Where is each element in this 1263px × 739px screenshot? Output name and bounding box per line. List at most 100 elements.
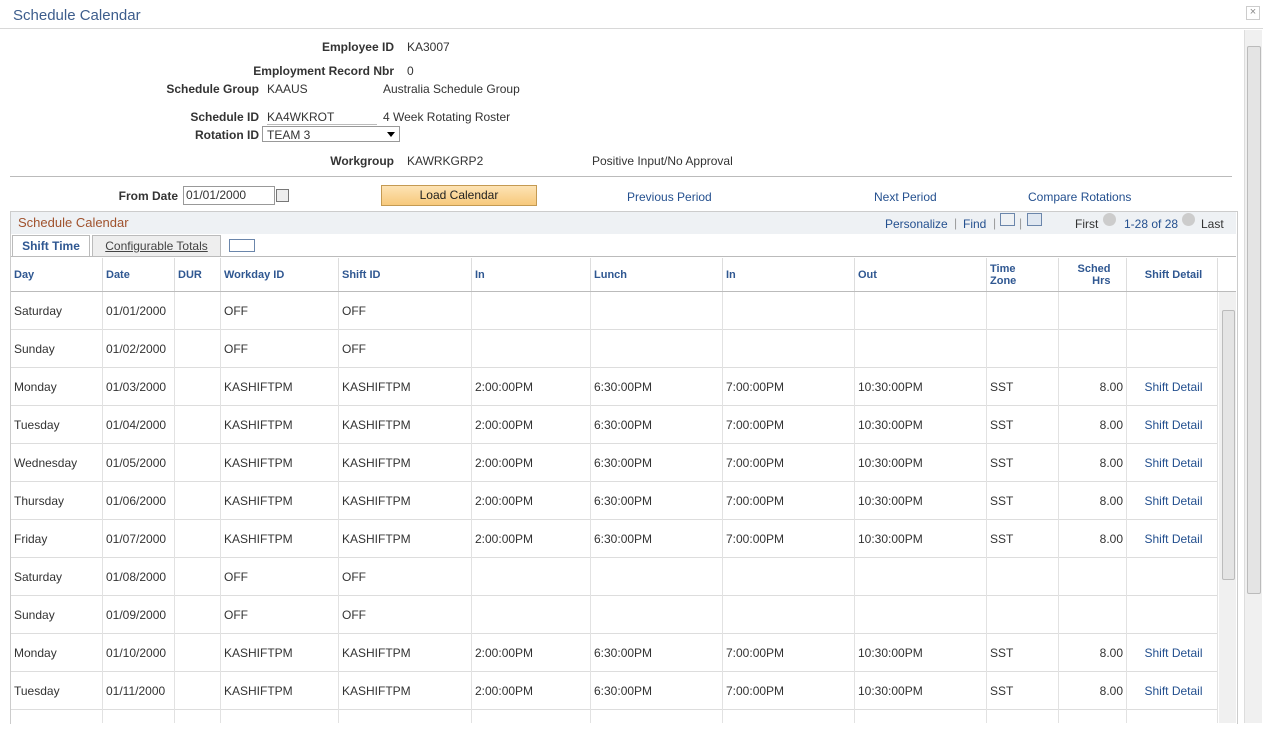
personalize-link[interactable]: Personalize bbox=[885, 217, 948, 231]
cell bbox=[591, 558, 723, 596]
cell-text: KASHIFTPM bbox=[342, 380, 411, 394]
cell bbox=[1059, 330, 1127, 368]
cell bbox=[1127, 596, 1218, 634]
shift-detail-link[interactable]: Shift Detail bbox=[1144, 684, 1203, 698]
find-link[interactable]: Find bbox=[963, 217, 987, 231]
field-value: KAAUS bbox=[267, 82, 308, 96]
cell bbox=[175, 558, 221, 596]
field-label: Employee ID bbox=[321, 40, 394, 54]
cell-text: 01/05/2000 bbox=[106, 456, 167, 470]
cell: 8.00 bbox=[1059, 634, 1127, 672]
cell: 01/02/2000 bbox=[103, 330, 175, 368]
cell: 8.00 bbox=[1059, 672, 1127, 710]
prev-button[interactable] bbox=[1103, 213, 1116, 226]
cell-text: 6:30:00PM bbox=[594, 646, 653, 660]
cell bbox=[591, 596, 723, 634]
cell: KASHIFTPM bbox=[221, 634, 339, 672]
row-divider bbox=[11, 329, 1218, 330]
cell bbox=[855, 596, 987, 634]
column-header: Shift Detail bbox=[1127, 258, 1218, 291]
cell: KASHIFTPM bbox=[221, 444, 339, 482]
grid bbox=[10, 211, 1238, 724]
calendar-icon[interactable] bbox=[276, 189, 289, 202]
row-divider bbox=[11, 557, 1218, 558]
shift-detail-link[interactable]: Shift Detail bbox=[1144, 380, 1203, 394]
view-all-icon[interactable] bbox=[1000, 213, 1015, 226]
grid-body: Saturday 01/01/2000 OFF OFF Sunday 01/02/2000… bbox=[11, 292, 1218, 723]
row-divider bbox=[11, 443, 1218, 444]
cell: 2:00:00PM bbox=[472, 634, 591, 672]
cell-text: KASHIFTPM bbox=[224, 456, 293, 470]
cell-text: 10:30:00PM bbox=[858, 532, 923, 546]
cell-text: 10:30:00PM bbox=[858, 684, 923, 698]
cell: Shift Detail bbox=[1127, 482, 1218, 520]
cell: 8.00 bbox=[1059, 444, 1127, 482]
cell-text: 01/09/2000 bbox=[106, 608, 167, 622]
cell-text: OFF bbox=[342, 304, 366, 318]
cell: Shift Detail bbox=[1127, 710, 1218, 723]
cell-text: KASHIFTPM bbox=[224, 532, 293, 546]
cell bbox=[472, 558, 591, 596]
cell: OFF bbox=[339, 596, 472, 634]
shift-detail-link[interactable]: Shift Detail bbox=[1144, 494, 1203, 508]
link[interactable]: Compare Rotations bbox=[1028, 190, 1132, 204]
cell: 01/12/2000 bbox=[103, 710, 175, 723]
cell bbox=[591, 330, 723, 368]
cell-text: Friday bbox=[14, 532, 48, 546]
cell: 10:30:00PM bbox=[855, 482, 987, 520]
cell-text: SST bbox=[990, 722, 1013, 723]
cell: 01/06/2000 bbox=[103, 482, 175, 520]
cell bbox=[175, 672, 221, 710]
cell: Sunday bbox=[11, 596, 103, 634]
row-divider bbox=[11, 671, 1218, 672]
cell-text: 8.00 bbox=[1099, 418, 1123, 432]
cell-text: 2:00:00PM bbox=[475, 494, 534, 508]
cell-text: 01/10/2000 bbox=[106, 646, 167, 660]
cell-text: KASHIFTPM bbox=[224, 646, 293, 660]
cell-text: KASHIFTPM bbox=[342, 684, 411, 698]
cell bbox=[175, 482, 221, 520]
cell-text: 01/12/2000 bbox=[106, 722, 166, 723]
tab-active[interactable]: Shift Time bbox=[12, 235, 90, 257]
cell: 01/04/2000 bbox=[103, 406, 175, 444]
show-all-columns-icon[interactable] bbox=[229, 239, 255, 252]
cell bbox=[855, 558, 987, 596]
shift-detail-link[interactable]: Shift Detail bbox=[1144, 722, 1202, 723]
cell: 10:30:00PM bbox=[855, 444, 987, 482]
select-value: TEAM 3 bbox=[267, 128, 311, 142]
shift-detail-link[interactable]: Shift Detail bbox=[1144, 418, 1203, 432]
grid-scrollbar[interactable] bbox=[1219, 292, 1236, 723]
field-label: From Date bbox=[118, 189, 178, 203]
cell-text: KASHIFTPM bbox=[224, 684, 293, 698]
cell bbox=[175, 520, 221, 558]
column-header-text: Out bbox=[858, 268, 877, 281]
cell-text: SST bbox=[990, 684, 1014, 698]
field-label: Schedule ID bbox=[190, 110, 259, 124]
close-button[interactable]: × bbox=[1246, 6, 1260, 20]
cell-text: 8.00 bbox=[1099, 532, 1123, 546]
last-label: Last bbox=[1201, 217, 1224, 231]
cell: 7:00:00PM bbox=[723, 406, 855, 444]
tab[interactable]: Configurable Totals bbox=[92, 235, 221, 257]
shift-detail-link[interactable]: Shift Detail bbox=[1144, 646, 1203, 660]
cell bbox=[987, 292, 1059, 330]
rotation-select[interactable]: TEAM 3 bbox=[262, 126, 400, 142]
column-header: Date bbox=[103, 258, 175, 291]
cell-text: OFF bbox=[342, 570, 366, 584]
shift-detail-link[interactable]: Shift Detail bbox=[1144, 456, 1203, 470]
download-icon[interactable] bbox=[1027, 213, 1042, 226]
page-scrollbar[interactable] bbox=[1244, 30, 1262, 723]
cell: Saturday bbox=[11, 558, 103, 596]
load-button[interactable]: Load Calendar bbox=[381, 185, 537, 206]
next-button[interactable] bbox=[1182, 213, 1195, 226]
cell: 7:00:00PM bbox=[723, 368, 855, 406]
link[interactable]: Previous Period bbox=[627, 190, 712, 204]
date-input[interactable]: 01/01/2000 bbox=[183, 186, 275, 205]
cell: 10:30:00PM bbox=[855, 368, 987, 406]
cell: 2:00:00PM bbox=[472, 672, 591, 710]
column-header: DUR bbox=[175, 258, 221, 291]
row-divider bbox=[11, 595, 1218, 596]
shift-detail-link[interactable]: Shift Detail bbox=[1144, 532, 1203, 546]
cell: 6:30:00PM bbox=[591, 672, 723, 710]
link[interactable]: Next Period bbox=[874, 190, 937, 204]
